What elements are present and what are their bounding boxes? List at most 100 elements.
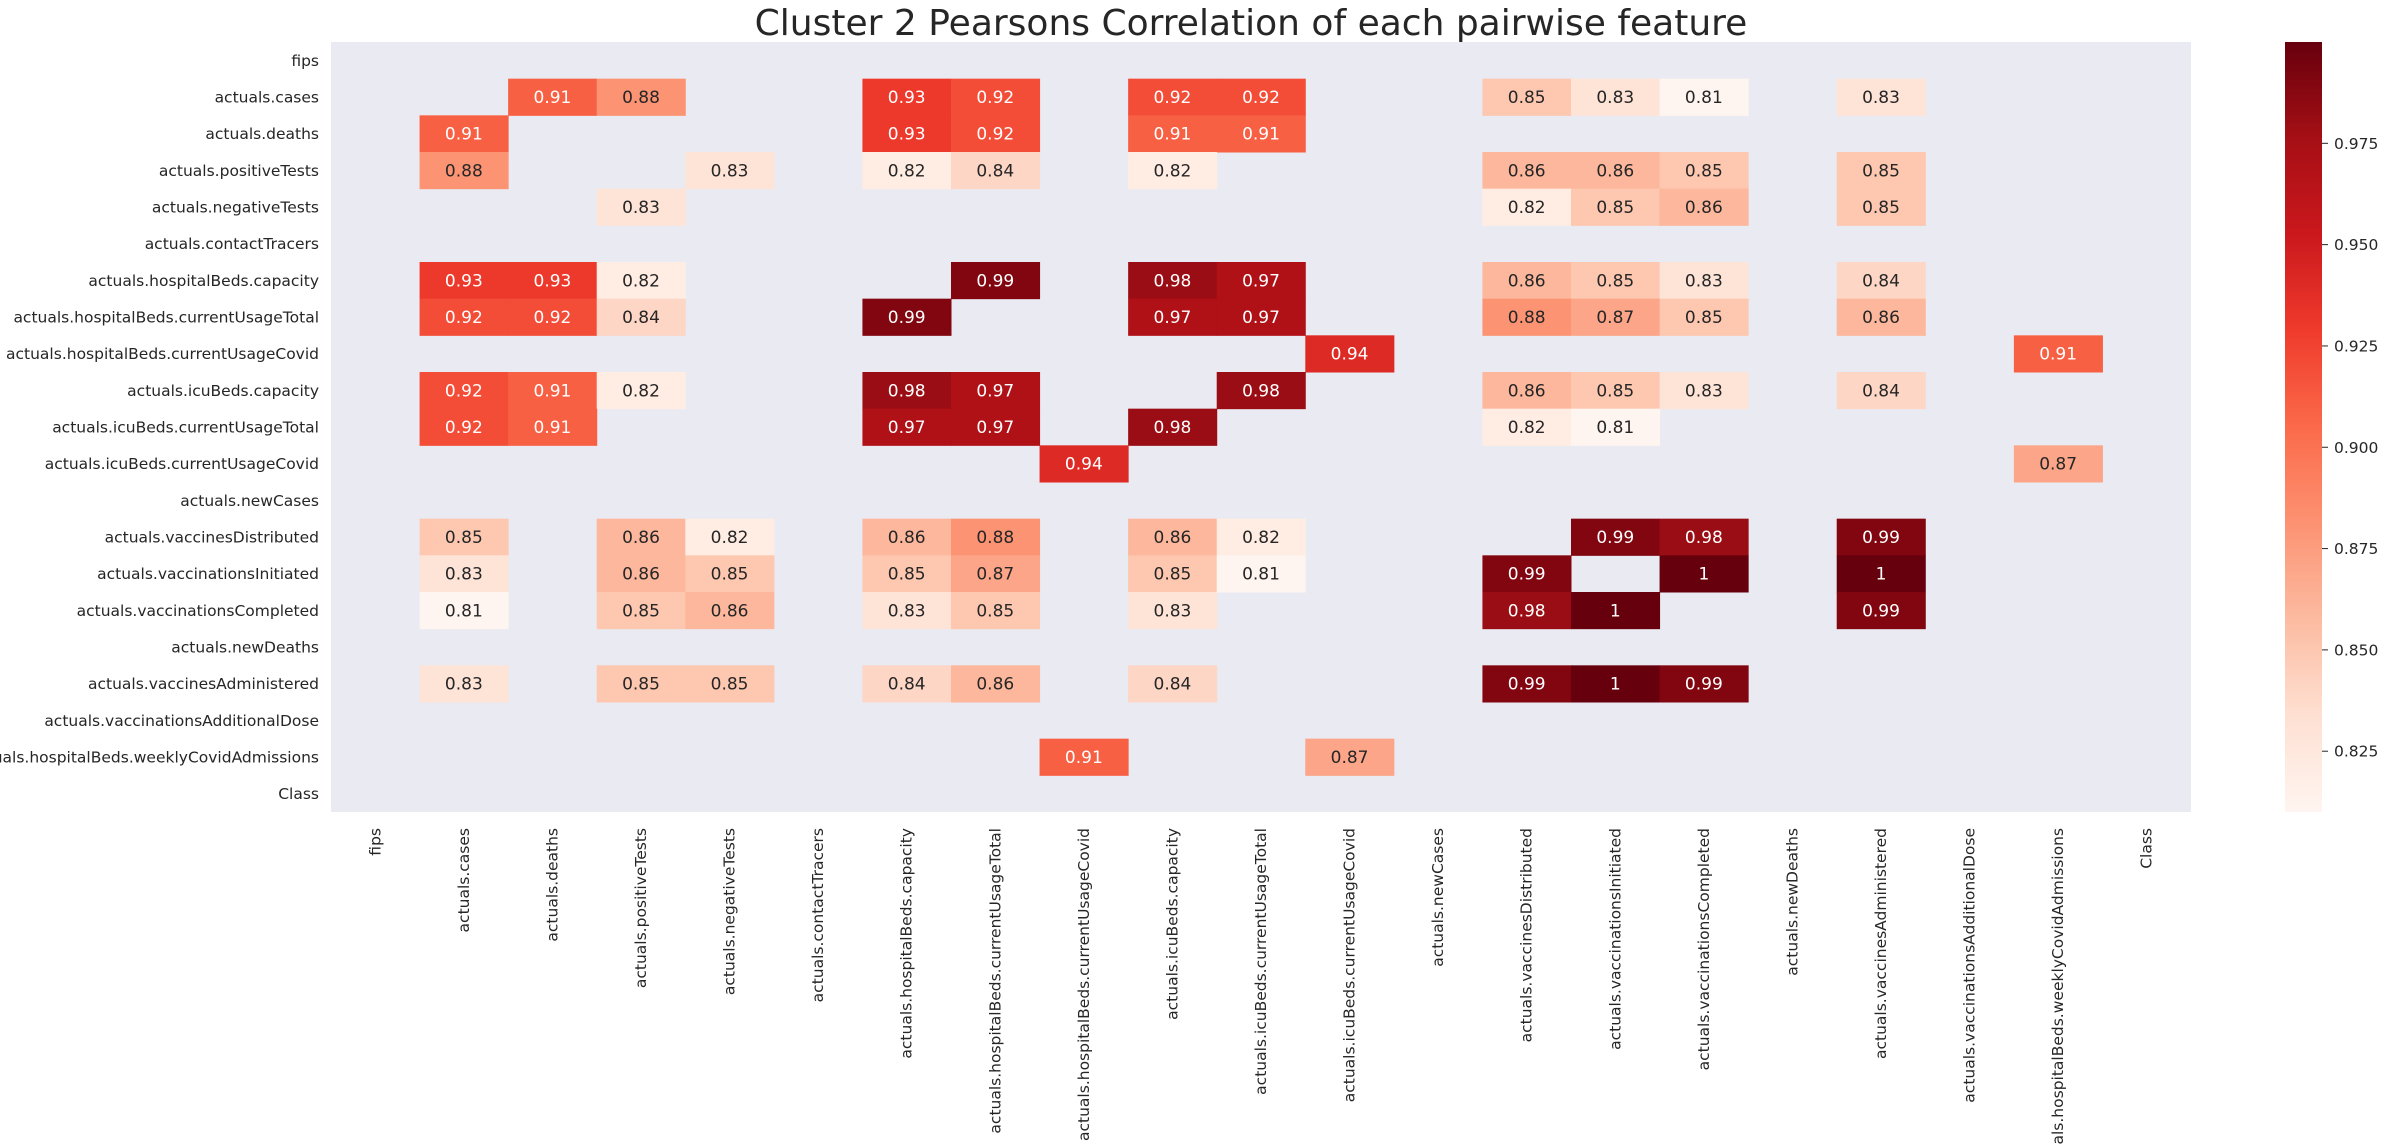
colorbar-tick-label: 0.875: [2334, 540, 2378, 558]
heatmap-cell: [685, 592, 775, 630]
heatmap-cell: [1659, 262, 1749, 300]
colorbar-ticks: 0.825 0.850 0.875 0.900 0.925 0.950 0.975: [2322, 135, 2378, 761]
heatmap-cell: [419, 262, 509, 300]
heatmap-cell: [1482, 372, 1572, 410]
heatmap-cell: [508, 408, 598, 446]
heatmap-cell: [1571, 592, 1661, 630]
heatmap-cell: [1216, 78, 1306, 116]
heatmap-cell-label: 0.97: [1242, 308, 1280, 328]
heatmap-cell: [951, 372, 1041, 410]
heatmap-cell: [419, 115, 509, 153]
heatmap-cell: [596, 518, 686, 556]
heatmap-cell-label: 0.91: [2039, 345, 2077, 365]
heatmap-cell: [419, 518, 509, 556]
heatmap-cell: [862, 115, 952, 153]
heatmap-cell-label: 0.87: [1596, 308, 1634, 328]
y-tick-label: actuals.hospitalBeds.weeklyCovidAdmissio…: [0, 749, 319, 767]
heatmap-cell: [596, 555, 686, 593]
heatmap-cell: [596, 372, 686, 410]
heatmap-cell: [1128, 152, 1218, 190]
heatmap-cell-label: 0.93: [888, 88, 926, 108]
y-tick-label: actuals.icuBeds.currentUsageCovid: [45, 455, 319, 473]
y-tick-label: actuals.hospitalBeds.capacity: [88, 272, 319, 290]
heatmap-cell: [1216, 298, 1306, 336]
heatmap-cell: [2013, 335, 2103, 373]
colorbar-tick-label: 0.925: [2334, 337, 2378, 355]
heatmap-cell-label: 0.99: [1862, 601, 1900, 621]
heatmap-cell-label: 0.86: [1508, 381, 1546, 401]
heatmap-cell: [419, 152, 509, 190]
chart-title: Cluster 2 Pearsons Correlation of each p…: [755, 3, 1748, 44]
x-tick-label: actuals.vaccinesAdministered: [1872, 828, 1890, 1059]
y-tick-label: actuals.vaccinationsAdditionalDose: [44, 712, 319, 730]
heatmap-cell-label: 0.81: [1596, 418, 1634, 438]
heatmap-cell: [1128, 555, 1218, 593]
heatmap-cell: [1482, 188, 1572, 226]
heatmap-cell-label: 0.91: [445, 125, 483, 145]
y-axis-tick-labels: fips actuals.cases actuals.deaths actuals.p…: [0, 52, 319, 803]
heatmap-cell: [685, 665, 775, 703]
heatmap-cell: [1128, 262, 1218, 300]
colorbar-tick-label: 0.825: [2334, 743, 2378, 761]
heatmap-cell: [951, 592, 1041, 630]
heatmap-cell-label: 0.98: [888, 381, 926, 401]
y-tick-label: actuals.newDeaths: [171, 639, 319, 657]
heatmap-cell-label: 0.82: [1242, 528, 1280, 548]
heatmap-cell-label: 0.86: [1508, 161, 1546, 181]
x-tick-label: actuals.cases: [455, 828, 473, 932]
heatmap-cell: [862, 555, 952, 593]
heatmap-cell-label: 0.86: [888, 528, 926, 548]
heatmap-cell: [685, 518, 775, 556]
heatmap-cell-label: 0.85: [1596, 381, 1634, 401]
colorbar-tick-label: 0.900: [2334, 439, 2378, 457]
heatmap-cell-label: 0.83: [888, 601, 926, 621]
y-tick-label: actuals.cases: [215, 89, 319, 107]
heatmap-cell-label: 0.94: [1065, 455, 1103, 475]
heatmap-cell-label: 0.82: [888, 161, 926, 181]
heatmap-cell: [1571, 518, 1661, 556]
heatmap-cell: [1836, 78, 1926, 116]
heatmap-cell: [1659, 372, 1749, 410]
heatmap-cell-label: 0.85: [1685, 161, 1723, 181]
heatmap-cell: [862, 372, 952, 410]
heatmap-cell-label: 0.85: [711, 565, 749, 585]
heatmap-cell-label: 0.87: [1331, 748, 1369, 768]
heatmap-cell-label: 0.97: [1154, 308, 1192, 328]
x-tick-label: actuals.icuBeds.currentUsageTotal: [1252, 828, 1270, 1095]
heatmap-cell: [1836, 555, 1926, 593]
heatmap-cell-label: 0.83: [1154, 601, 1192, 621]
heatmap-cell: [596, 78, 686, 116]
heatmap-cell-label: 0.83: [1685, 271, 1723, 291]
heatmap-cell-label: 0.86: [1596, 161, 1634, 181]
heatmap-cell-label: 0.92: [976, 88, 1014, 108]
heatmap-cell-label: 0.97: [976, 418, 1014, 438]
heatmap-cell-label: 1: [1610, 601, 1621, 621]
heatmap-cell-label: 0.85: [445, 528, 483, 548]
heatmap-cell-label: 0.86: [1862, 308, 1900, 328]
heatmap-cell: [1659, 555, 1749, 593]
y-tick-label: actuals.icuBeds.currentUsageTotal: [52, 419, 319, 437]
y-tick-label: fips: [291, 52, 319, 70]
heatmap-cell-label: 0.91: [1154, 125, 1192, 145]
heatmap-cell: [419, 555, 509, 593]
x-tick-label: Class: [2138, 828, 2156, 869]
heatmap-cell: [419, 665, 509, 703]
heatmap-cell-label: 0.99: [1508, 565, 1546, 585]
heatmap-cell: [951, 262, 1041, 300]
heatmap-cell-label: 0.85: [1596, 271, 1634, 291]
heatmap-cell: [685, 555, 775, 593]
x-tick-label: fips: [366, 828, 384, 856]
heatmap-cell: [1216, 555, 1306, 593]
colorbar-tick-label: 0.975: [2334, 135, 2378, 153]
heatmap-cell: [1836, 152, 1926, 190]
heatmap-cell: [508, 298, 598, 336]
heatmap-cell-label: 0.84: [1862, 381, 1900, 401]
heatmap-cell-label: 0.84: [622, 308, 660, 328]
heatmap-cell-label: 0.98: [1242, 381, 1280, 401]
heatmap-cell: [1482, 665, 1572, 703]
heatmap-cell-label: 0.98: [1508, 601, 1546, 621]
heatmap-cell: [419, 298, 509, 336]
heatmap-cell: [1482, 408, 1572, 446]
heatmap-cell-label: 0.82: [1508, 198, 1546, 218]
colorbar-tick-label: 0.950: [2334, 236, 2378, 254]
